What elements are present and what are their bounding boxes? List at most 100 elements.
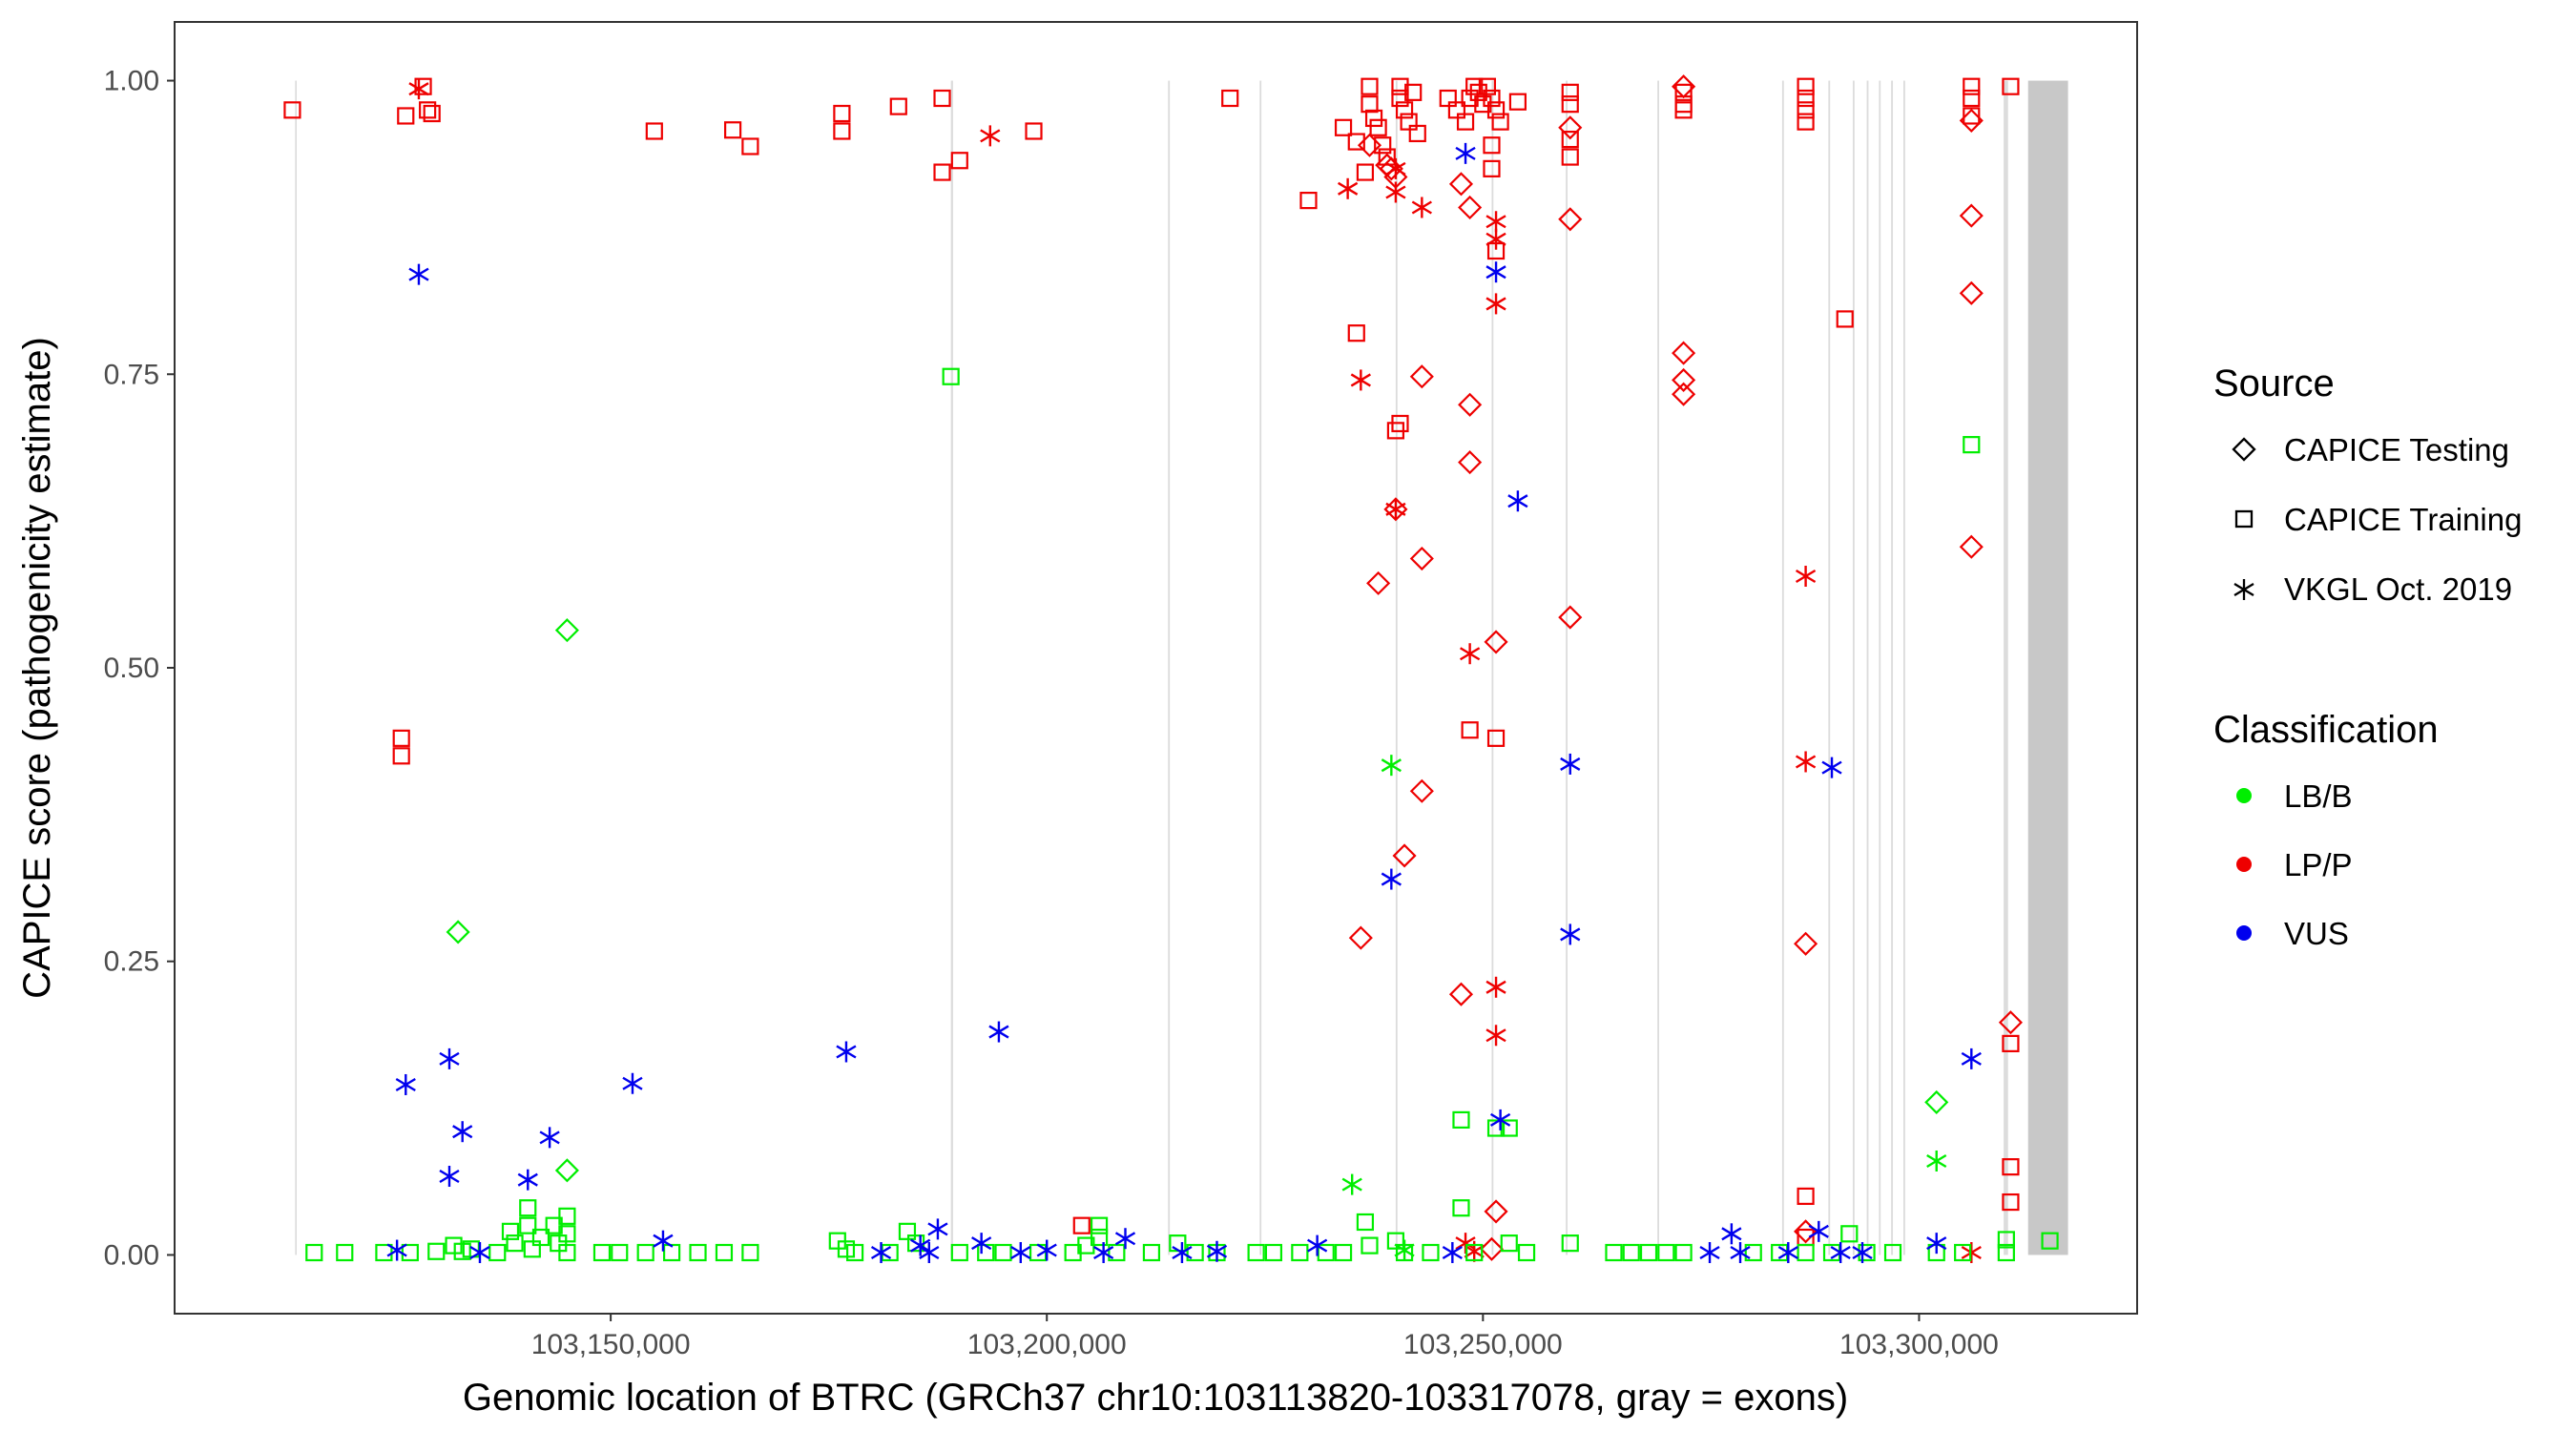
exon-band [1866, 80, 1869, 1255]
data-point-square [1836, 310, 1854, 328]
asterisk-stroke [395, 1077, 416, 1092]
data-point-asterisk [653, 1230, 674, 1252]
data-point-square [1374, 136, 1392, 155]
data-point-asterisk [1350, 369, 1371, 391]
vus-color-dot-icon [2236, 925, 2252, 941]
data-point-asterisk [1926, 1233, 1947, 1255]
data-point-diamond [1794, 931, 1818, 956]
exon-band [1852, 80, 1855, 1255]
data-point-square [1334, 118, 1353, 136]
data-point-diamond [1558, 115, 1583, 140]
data-point-square [1090, 1228, 1109, 1247]
x-axis: 103,150,000 103,200,000 103,250,000 103,300… [531, 1314, 1999, 1360]
data-point-asterisk [1821, 757, 1842, 778]
data-point-asterisk [1490, 1109, 1511, 1130]
data-point-asterisk [452, 1121, 473, 1143]
asterisk-stroke [1381, 872, 1402, 886]
data-point-diamond [1484, 1199, 1508, 1224]
data-point-square [558, 1243, 576, 1262]
data-point-square [1422, 1243, 1440, 1262]
asterisk-stroke [1381, 758, 1402, 773]
data-point-square [1469, 83, 1487, 101]
data-point-square [611, 1243, 629, 1262]
data-point-asterisk [1485, 976, 1506, 998]
data-point-square [724, 121, 742, 139]
exon-band [1828, 80, 1831, 1255]
legend-label-lbb: LB/B [2284, 778, 2353, 814]
asterisk-stroke [870, 1245, 892, 1260]
data-point-square [1997, 1231, 2015, 1249]
legend-item-lbb: LB/B [2236, 778, 2353, 814]
data-point-square [1391, 77, 1409, 95]
data-point-square [898, 1222, 917, 1240]
asterisk-stroke [1560, 757, 1581, 771]
data-point-square [1797, 101, 1815, 119]
data-point-square [2041, 1232, 2059, 1250]
data-point-asterisk [1560, 923, 1581, 945]
asterisk-stroke [408, 82, 429, 96]
series-vkgl-oct-2019-lpp [408, 78, 1982, 1263]
data-point-asterisk [1730, 1241, 1751, 1263]
data-point-asterisk [469, 1241, 490, 1263]
data-point-square [1483, 89, 1501, 108]
lpp-color-dot-icon [2236, 857, 2252, 872]
data-point-diamond [1409, 546, 1434, 571]
asterisk-stroke [1114, 1232, 1136, 1246]
data-point-square [1797, 89, 1815, 108]
data-point-square [1491, 113, 1509, 131]
data-point-square [1858, 1243, 1876, 1262]
data-point-asterisk [1455, 142, 1476, 164]
data-point-asterisk [1341, 1173, 1362, 1195]
data-point-square [994, 1243, 1012, 1262]
data-point-square [1508, 93, 1527, 111]
data-point-asterisk [1777, 1241, 1798, 1263]
data-point-square [336, 1243, 354, 1262]
data-point-square [1486, 729, 1506, 747]
data-point-diamond [554, 1158, 579, 1183]
data-point-square [950, 152, 968, 170]
asterisk-stroke [439, 1169, 460, 1184]
data-point-diamond [446, 920, 470, 944]
legend-classification: Classification LB/B LP/P VUS [2213, 709, 2439, 951]
data-point-asterisk [988, 1021, 1009, 1043]
data-point-asterisk [1485, 1025, 1506, 1047]
data-point-asterisk [980, 125, 1001, 147]
data-point-square [689, 1243, 707, 1262]
data-point-asterisk [622, 1072, 643, 1094]
data-point-square [506, 1234, 524, 1253]
data-point-square [1883, 1243, 1902, 1262]
data-point-diamond [1558, 207, 1583, 232]
data-point-square [1483, 136, 1501, 155]
y-tick-label: 0.25 [104, 946, 159, 978]
data-point-square [519, 1199, 537, 1217]
y-axis: 0.00 0.25 0.50 0.75 1.00 [104, 66, 175, 1271]
data-point-square [1334, 1243, 1353, 1262]
data-point-asterisk [971, 1233, 992, 1255]
series-vkgl-oct-2019-lbb [1341, 755, 1947, 1261]
asterisk-stroke [653, 1234, 674, 1248]
data-point-square [1561, 130, 1579, 149]
data-point-square [1456, 113, 1475, 131]
data-point-square [741, 137, 759, 156]
data-point-square [1500, 1234, 1518, 1253]
data-point-asterisk [1093, 1241, 1114, 1263]
data-point-square [392, 729, 410, 747]
data-point-square [1400, 113, 1418, 131]
data-point-square [1247, 1243, 1265, 1262]
data-point-asterisk [1114, 1228, 1136, 1250]
asterisk-stroke [1721, 1227, 1742, 1241]
data-point-asterisk [1381, 868, 1402, 890]
asterisk-stroke [1961, 1245, 1982, 1260]
asterisk-stroke [1206, 1244, 1228, 1258]
data-point-square [1465, 1243, 1484, 1262]
asterisk-stroke [539, 1130, 560, 1145]
data-point-asterisk [1485, 211, 1506, 233]
exon-band [950, 80, 953, 1255]
data-point-asterisk [1338, 177, 1359, 199]
exon-layer [295, 80, 2068, 1255]
data-point-square [488, 1243, 507, 1262]
y-tick-label: 1.00 [104, 66, 159, 97]
data-point-square [889, 97, 907, 115]
data-point-square [397, 107, 415, 125]
data-point-square [942, 367, 960, 385]
